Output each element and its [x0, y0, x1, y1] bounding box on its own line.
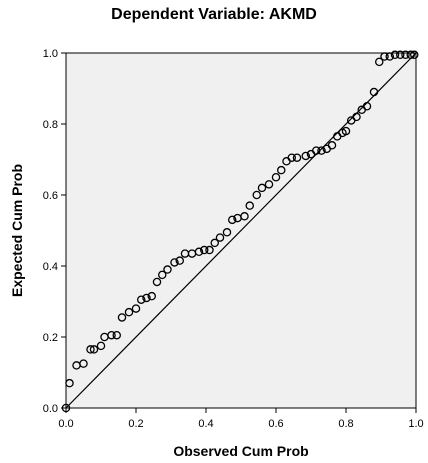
data-point	[147, 291, 156, 301]
data-point	[205, 245, 214, 255]
data-points	[61, 50, 419, 413]
x-axis-title: Observed Cum Prob	[173, 443, 308, 459]
data-point	[170, 258, 179, 267]
data-point	[385, 52, 394, 61]
data-point	[222, 228, 232, 237]
data-point	[276, 165, 286, 175]
y-tick-label: 0.8	[43, 119, 58, 131]
x-tick-label: 0.0	[58, 418, 73, 430]
data-point	[199, 245, 209, 255]
x-tick-label: 0.8	[338, 418, 353, 430]
data-point	[215, 233, 225, 242]
data-point	[79, 359, 88, 368]
data-point	[124, 307, 134, 317]
data-point	[227, 215, 237, 225]
data-point	[89, 345, 99, 354]
data-point	[264, 180, 274, 189]
data-point	[131, 304, 141, 313]
data-point	[301, 151, 310, 161]
data-point	[96, 341, 106, 351]
data-point	[406, 50, 415, 60]
chart-title: Dependent Variable: AKMD	[111, 6, 317, 23]
data-point	[136, 295, 146, 304]
data-point	[287, 153, 296, 162]
x-tick-label: 1.0	[408, 418, 423, 430]
y-tick-label: 0.6	[43, 190, 58, 202]
data-point	[240, 212, 249, 221]
data-point	[292, 153, 302, 162]
x-tick-label: 0.6	[268, 418, 283, 430]
data-point	[369, 87, 379, 97]
data-point	[245, 201, 254, 210]
y-tick-label: 0.0	[43, 403, 58, 415]
data-point	[152, 277, 162, 287]
y-tick-label: 0.4	[43, 261, 58, 273]
data-point	[311, 146, 321, 155]
data-point	[61, 403, 71, 413]
reference-line	[65, 52, 417, 409]
data-point	[252, 190, 261, 200]
y-tick-label: 1.0	[43, 48, 58, 60]
data-point	[210, 238, 219, 248]
data-point	[409, 50, 419, 60]
data-point	[257, 183, 267, 193]
data-point	[175, 256, 184, 265]
data-point	[65, 378, 74, 388]
data-point	[107, 330, 116, 340]
data-point	[142, 293, 151, 303]
data-point	[362, 102, 372, 111]
data-point	[380, 52, 389, 61]
y-axis-title: Expected Cum Prob	[9, 164, 25, 297]
data-point	[352, 112, 361, 122]
axis-ticks: 0.0 0.2 0.4 0.6 0.8 1.0 0.0 0.2 0.4 0.6 0.8 1.0	[43, 48, 424, 430]
x-tick-label: 0.2	[128, 418, 143, 430]
data-point	[341, 126, 351, 136]
data-point	[112, 330, 122, 340]
y-tick-label: 0.2	[43, 332, 58, 344]
data-point	[86, 345, 95, 354]
data-point	[390, 50, 400, 60]
x-tick-label: 0.4	[198, 418, 213, 430]
data-point	[374, 57, 384, 67]
data-point	[271, 172, 281, 182]
data-point	[117, 313, 127, 322]
data-point	[401, 50, 410, 60]
data-point	[194, 247, 204, 257]
data-point	[395, 50, 405, 60]
data-point	[327, 141, 337, 150]
data-point	[163, 265, 172, 274]
data-point	[157, 270, 167, 280]
data-point	[317, 146, 326, 155]
